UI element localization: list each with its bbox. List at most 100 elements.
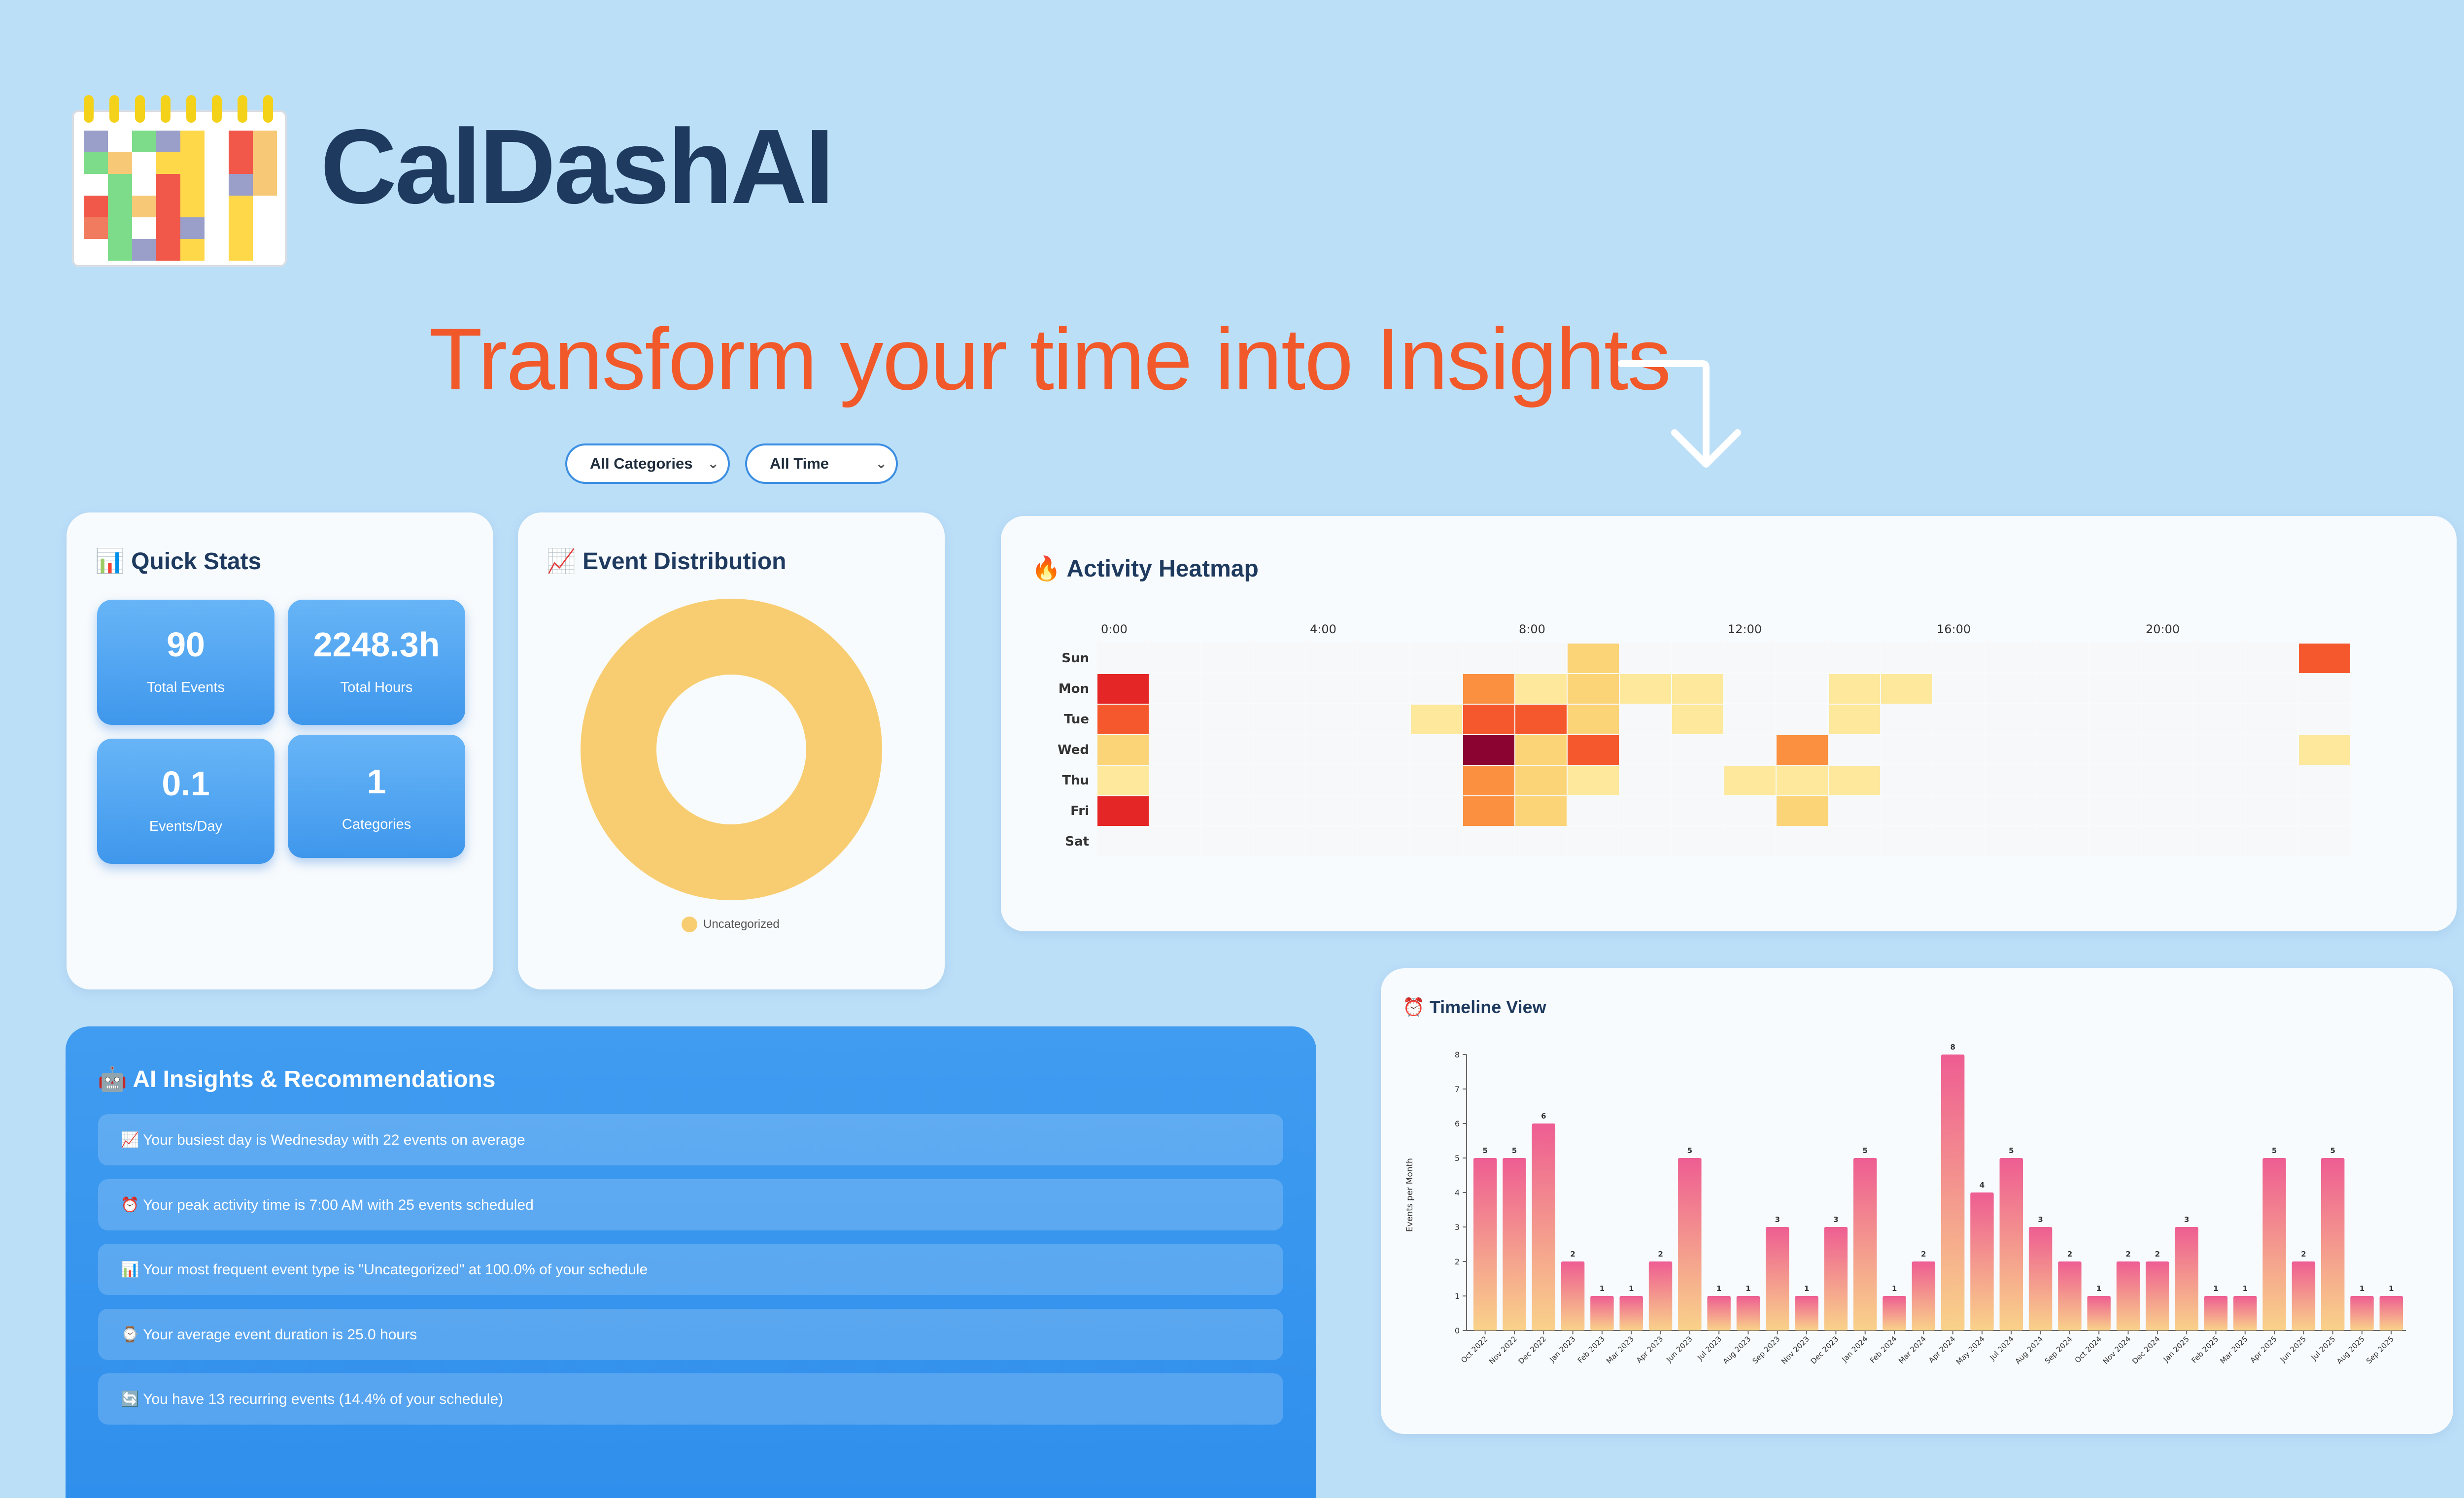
- heatmap-cell: [2142, 796, 2193, 825]
- timeline-bar[interactable]: [2233, 1296, 2257, 1330]
- timeline-bar[interactable]: [1503, 1158, 1526, 1330]
- timeline-bar[interactable]: [1532, 1124, 1556, 1330]
- heatmap-cell-active[interactable]: [1568, 705, 1619, 734]
- heatmap-cell-active[interactable]: [1568, 735, 1619, 765]
- heatmap-cell-active[interactable]: [1672, 705, 1723, 734]
- heatmap-cell: [1985, 765, 2036, 795]
- heatmap-cell-active[interactable]: [1777, 766, 1828, 795]
- ai-insights-panel: 🤖 AI Insights & Recommendations 📈 Your b…: [66, 1026, 1316, 1498]
- heatmap-cell-active[interactable]: [1724, 766, 1776, 795]
- heatmap-cell-active[interactable]: [1620, 674, 1671, 704]
- heatmap-cell: [2194, 735, 2245, 764]
- heatmap-cell-active[interactable]: [1463, 766, 1514, 795]
- heatmap-cell-active[interactable]: [1463, 674, 1514, 704]
- heatmap-cell-active[interactable]: [1411, 705, 1462, 734]
- timeline-bar[interactable]: [1736, 1296, 1760, 1330]
- timeline-bar[interactable]: [1473, 1158, 1497, 1330]
- heatmap-cell: [1410, 796, 1462, 825]
- heatmap-cell-active[interactable]: [1829, 766, 1880, 795]
- heatmap-cell-active[interactable]: [1097, 705, 1149, 734]
- x-tick-label: Jan 2024: [1840, 1334, 1869, 1364]
- heatmap-cell: [1985, 674, 2036, 703]
- timeline-bar[interactable]: [2262, 1158, 2286, 1330]
- timeline-bar[interactable]: [1999, 1158, 2023, 1330]
- heatmap-cell-active[interactable]: [1097, 796, 1149, 826]
- timeline-bar[interactable]: [1590, 1296, 1614, 1330]
- bar-value-label: 1: [1629, 1284, 1634, 1293]
- heatmap-hour-label: 8:00: [1519, 622, 1545, 636]
- donut-legend[interactable]: Uncategorized: [682, 917, 780, 932]
- x-tick-label: Jun 2025: [2278, 1334, 2308, 1364]
- timeline-bar[interactable]: [1824, 1227, 1848, 1330]
- timeline-bar[interactable]: [2292, 1261, 2316, 1330]
- heatmap-cell-active[interactable]: [1463, 705, 1514, 734]
- timeline-bar[interactable]: [1970, 1192, 1994, 1330]
- heatmap-cell-active[interactable]: [2299, 644, 2350, 673]
- heatmap-cell-active[interactable]: [1777, 735, 1828, 765]
- timeline-bar[interactable]: [1561, 1261, 1585, 1330]
- heatmap-cell-active[interactable]: [1097, 766, 1149, 795]
- heatmap-cell: [2037, 796, 2088, 825]
- heatmap-cell-active[interactable]: [1463, 735, 1514, 765]
- x-tick-label: Oct 2024: [2073, 1334, 2103, 1364]
- heatmap-cell-active[interactable]: [1515, 735, 1567, 765]
- heatmap-cell-active[interactable]: [1463, 796, 1514, 826]
- heatmap-cell-active[interactable]: [2299, 735, 2350, 765]
- timeline-bar[interactable]: [1882, 1296, 1906, 1330]
- timeline-bar[interactable]: [1707, 1296, 1731, 1330]
- heatmap-cell: [1149, 643, 1200, 673]
- timeline-bar[interactable]: [1853, 1158, 1877, 1330]
- timeline-bar[interactable]: [1766, 1227, 1789, 1330]
- heatmap-cell-active[interactable]: [1515, 796, 1567, 826]
- heatmap-cell: [1410, 735, 1462, 764]
- donut-slice-uncategorized[interactable]: [581, 599, 882, 900]
- timeline-bar[interactable]: [2379, 1296, 2403, 1330]
- heatmap-cell: [1201, 643, 1253, 673]
- heatmap-cell: [1724, 796, 1775, 825]
- timeline-bar[interactable]: [2058, 1261, 2082, 1330]
- heatmap-cell-active[interactable]: [1881, 674, 1932, 704]
- heatmap-cell: [1358, 674, 1409, 703]
- heatmap-cell-active[interactable]: [1097, 735, 1149, 765]
- timeline-bar[interactable]: [2204, 1296, 2228, 1330]
- timeline-bar[interactable]: [2116, 1261, 2140, 1330]
- timeline-bar[interactable]: [2350, 1296, 2374, 1330]
- heatmap-cell-active[interactable]: [1568, 766, 1619, 795]
- category-select[interactable]: All Categories ⌄: [565, 443, 730, 484]
- heatmap-cell: [2142, 643, 2193, 673]
- time-range-select[interactable]: All Time ⌄: [745, 443, 898, 484]
- timeline-bar[interactable]: [2087, 1296, 2111, 1330]
- heatmap-hour-label: 20:00: [2146, 622, 2180, 636]
- timeline-bar[interactable]: [1678, 1158, 1702, 1330]
- timeline-bar[interactable]: [2175, 1227, 2198, 1330]
- heatmap-cell-active[interactable]: [1568, 644, 1619, 673]
- x-tick-label: Jul 2024: [1988, 1334, 2016, 1362]
- timeline-bar[interactable]: [1912, 1261, 1936, 1330]
- heatmap-cell-active[interactable]: [1515, 766, 1567, 795]
- x-tick-label: Sep 2025: [2364, 1334, 2396, 1365]
- stat-value: 1: [367, 762, 386, 801]
- heatmap-cell-active[interactable]: [1777, 796, 1828, 826]
- heatmap-cell-active[interactable]: [1568, 674, 1619, 704]
- heatmap-cell: [1410, 765, 1462, 795]
- heatmap-cell-active[interactable]: [1829, 674, 1880, 704]
- bar-value-label: 1: [2389, 1284, 2394, 1293]
- heatmap-cell-active[interactable]: [1829, 705, 1880, 734]
- timeline-bar[interactable]: [2146, 1261, 2169, 1330]
- timeline-bar[interactable]: [1941, 1055, 1965, 1330]
- timeline-bar[interactable]: [2321, 1158, 2345, 1330]
- heatmap-cell: [1254, 765, 1305, 795]
- heatmap-cell: [1097, 643, 1148, 673]
- timeline-bar[interactable]: [1619, 1296, 1643, 1330]
- heatmap-cell: [2142, 826, 2193, 856]
- heatmap-cell: [1201, 796, 1253, 825]
- heatmap-cell-active[interactable]: [1515, 674, 1567, 704]
- timeline-bar[interactable]: [1648, 1261, 1673, 1330]
- timeline-bar[interactable]: [1795, 1296, 1818, 1330]
- heatmap-cell: [2037, 735, 2088, 764]
- heatmap-cell-active[interactable]: [1672, 674, 1723, 704]
- heatmap-cell-active[interactable]: [1515, 705, 1567, 734]
- heatmap-cell-active[interactable]: [1097, 674, 1149, 704]
- timeline-bar[interactable]: [2028, 1227, 2053, 1330]
- heatmap-cell: [1306, 643, 1357, 673]
